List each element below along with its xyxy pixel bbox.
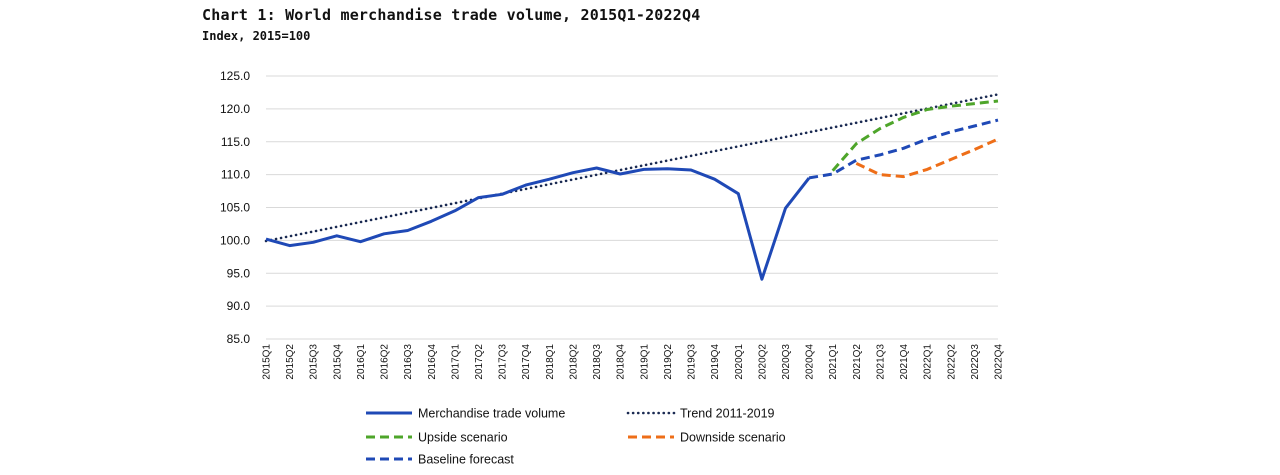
legend-label-actual: Merchandise trade volume [418,407,565,421]
legend: Merchandise trade volume Trend 2011-2019 U… [366,407,786,467]
x-tick-label: 2021Q2 [852,344,863,380]
legend-label-trend: Trend 2011-2019 [680,407,775,421]
x-tick-label: 2022Q3 [970,344,981,380]
x-tick-label: 2017Q2 [474,344,485,380]
x-tick-label: 2015Q1 [262,344,273,380]
x-tick-label: 2017Q3 [498,344,509,380]
x-tick-label: 2016Q4 [427,344,438,380]
series-lines [264,93,1000,281]
y-axis-ticks: 85.0 90.0 95.0 100.0 105.0 110.0 115.0 120.0 125… [220,69,250,346]
x-tick-label: 2019Q2 [663,344,674,380]
y-tick-label: 125.0 [220,69,250,83]
x-tick-label: 2017Q1 [450,344,461,380]
chart-subtitle: Index, 2015=100 [202,29,311,43]
x-tick-label: 2018Q1 [545,344,556,380]
x-tick-label: 2015Q3 [309,344,320,380]
legend-label-upside: Upside scenario [418,431,508,445]
x-tick-label: 2022Q4 [994,344,1005,380]
x-tick-label: 2018Q3 [592,344,603,380]
legend-label-baseline: Baseline forecast [418,453,514,467]
legend-label-downside: Downside scenario [680,431,786,445]
x-tick-label: 2020Q4 [805,344,816,380]
x-tick-label: 2021Q1 [828,344,839,380]
x-tick-label: 2020Q2 [757,344,768,380]
series-baseline-line [808,118,999,180]
x-tick-label: 2017Q4 [521,344,532,380]
x-tick-label: 2015Q4 [332,344,343,380]
series-actual-line [265,166,811,281]
y-tick-label: 110.0 [221,168,250,182]
x-tick-label: 2018Q4 [616,344,627,380]
y-tick-label: 100.0 [220,233,250,247]
x-tick-label: 2016Q1 [356,344,367,380]
x-tick-label: 2020Q1 [734,344,745,380]
x-tick-label: 2019Q1 [639,344,650,380]
x-tick-label: 2022Q2 [946,344,957,380]
chart-title: Chart 1: World merchandise trade volume,… [202,6,701,24]
x-tick-label: 2015Q2 [285,344,296,380]
x-axis-ticks: 2015Q1 2015Q2 2015Q3 2015Q4 2016Q1 2016Q2 2016… [262,344,1005,380]
x-tick-label: 2018Q2 [568,344,579,380]
series-trend-line [264,93,1000,243]
series-downside-line [855,137,999,179]
x-tick-label: 2019Q4 [710,344,721,380]
y-tick-label: 90.0 [227,299,251,313]
x-tick-label: 2021Q4 [899,344,910,380]
y-tick-label: 105.0 [220,201,250,215]
y-tick-label: 95.0 [227,266,251,280]
x-tick-label: 2020Q3 [781,344,792,380]
grid-lines [266,75,998,340]
x-tick-label: 2016Q3 [403,344,414,380]
x-tick-label: 2021Q3 [875,344,886,380]
series-upside-line [831,99,999,172]
x-tick-label: 2022Q1 [923,344,934,380]
y-tick-label: 85.0 [227,332,251,346]
y-tick-label: 120.0 [220,102,250,116]
x-tick-label: 2019Q3 [687,344,698,380]
x-tick-label: 2016Q2 [380,344,391,380]
y-tick-label: 115.0 [221,135,250,149]
